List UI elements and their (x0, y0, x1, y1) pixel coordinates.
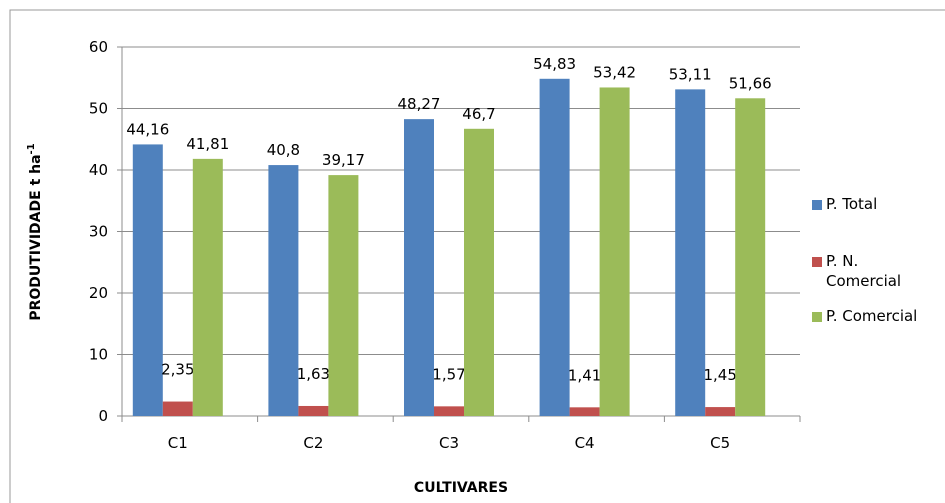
bar (162, 401, 193, 416)
value-label: 53,42 (593, 63, 636, 81)
y-tick-label: 30 (89, 223, 108, 241)
bar (735, 98, 766, 416)
bar (539, 78, 570, 416)
value-label: 1,45 (703, 366, 736, 384)
value-label: 46,7 (462, 105, 495, 123)
y-axis-title-main: PRODUTIVIDADE t ha (28, 154, 44, 320)
y-axis-title-sup: -1 (26, 143, 37, 154)
legend-label: P. Comercial (826, 307, 918, 325)
y-tick-label: 60 (89, 38, 108, 56)
x-tick-label: C1 (168, 434, 188, 452)
value-label: 39,17 (322, 151, 365, 169)
legend-swatch (812, 312, 822, 322)
y-tick-label: 0 (98, 407, 108, 425)
legend-label: P. Total (826, 195, 878, 213)
bar (328, 175, 359, 416)
bar (132, 144, 163, 416)
bar (434, 406, 464, 416)
bar (404, 119, 434, 417)
x-tick-label: C3 (439, 434, 459, 452)
y-axis-title: PRODUTIVIDADE t ha-1 (26, 143, 44, 320)
value-label: 44,16 (126, 120, 169, 138)
y-tick-label: 10 (89, 346, 108, 364)
value-label: 40,8 (267, 141, 300, 159)
bar (298, 405, 329, 416)
x-tick-label: C2 (303, 434, 323, 452)
bar (464, 128, 494, 417)
bar (192, 158, 223, 416)
value-label: 2,35 (161, 361, 194, 379)
value-label: 1,41 (568, 366, 601, 384)
value-label: 54,83 (533, 55, 576, 73)
x-tick-label: C5 (710, 434, 730, 452)
value-label: 53,11 (669, 65, 712, 83)
value-label: 1,57 (432, 365, 465, 383)
value-label: 41,81 (186, 135, 229, 153)
bar (705, 407, 736, 416)
value-label: 48,27 (398, 95, 441, 113)
x-tick-label: C4 (575, 434, 595, 452)
bar (569, 407, 600, 416)
y-tick-label: 50 (89, 100, 108, 118)
bar (675, 89, 706, 416)
x-axis-title: CULTIVARES (414, 480, 508, 496)
legend-label: P. N. Comercial (826, 252, 902, 290)
legend-swatch (812, 200, 822, 210)
value-label: 1,63 (297, 365, 330, 383)
legend-swatch (812, 257, 822, 267)
bar (599, 87, 630, 416)
y-tick-label: 40 (89, 161, 108, 179)
y-tick-label: 20 (89, 284, 108, 302)
value-label: 51,66 (729, 74, 772, 92)
bar (268, 165, 299, 416)
